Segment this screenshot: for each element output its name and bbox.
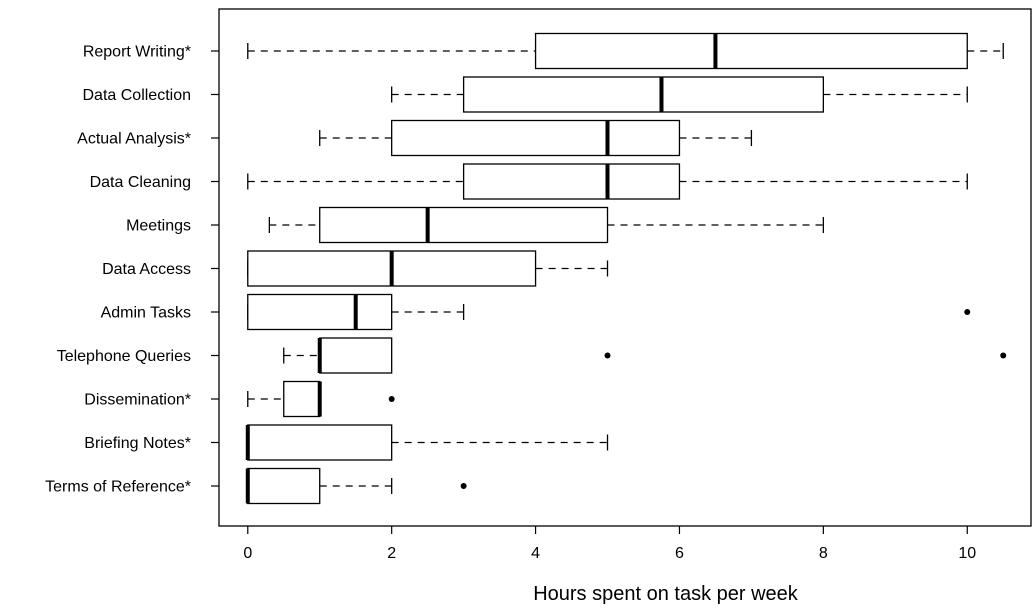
category-label: Terms of Reference*	[45, 479, 191, 496]
category-label: Data Access	[102, 261, 191, 278]
x-axis-title: Hours spent on task per week	[533, 583, 799, 605]
iqr-box	[319, 337, 393, 374]
iqr-box	[247, 424, 393, 461]
x-tick-label: 2	[387, 545, 396, 562]
category-label: Briefing Notes*	[84, 435, 191, 452]
iqr-box	[247, 467, 321, 505]
plot-frame	[218, 8, 1032, 527]
iqr-box	[462, 163, 681, 200]
category-label: Admin Tasks	[101, 305, 191, 322]
category-label: Dissemination*	[84, 392, 191, 409]
iqr-box	[391, 119, 681, 157]
category-label: Report Writing*	[83, 44, 191, 61]
outlier-point	[460, 483, 467, 489]
x-tick-label: 0	[243, 545, 252, 562]
x-tick-label: 8	[819, 545, 828, 562]
x-tick-label: 4	[531, 545, 540, 562]
category-label: Data Collection	[83, 87, 192, 104]
iqr-box	[283, 380, 321, 418]
category-label: Meetings	[126, 218, 191, 235]
outlier-point	[964, 309, 971, 315]
x-tick-label: 6	[675, 545, 684, 562]
iqr-box	[319, 206, 609, 244]
iqr-box	[247, 293, 393, 331]
iqr-box	[534, 32, 968, 70]
outlier-point	[388, 396, 395, 402]
x-tick-label: 10	[958, 545, 976, 562]
outlier-point	[604, 352, 611, 359]
category-label: Telephone Queries	[57, 348, 191, 365]
outlier-point	[1000, 352, 1007, 359]
plot-area: 0 2 4 6 8 10 Report Writing* Data Collection Act…	[45, 8, 1032, 562]
iqr-box	[462, 76, 825, 113]
category-label: Data Cleaning	[90, 174, 191, 191]
category-label: Actual Analysis*	[77, 131, 191, 148]
